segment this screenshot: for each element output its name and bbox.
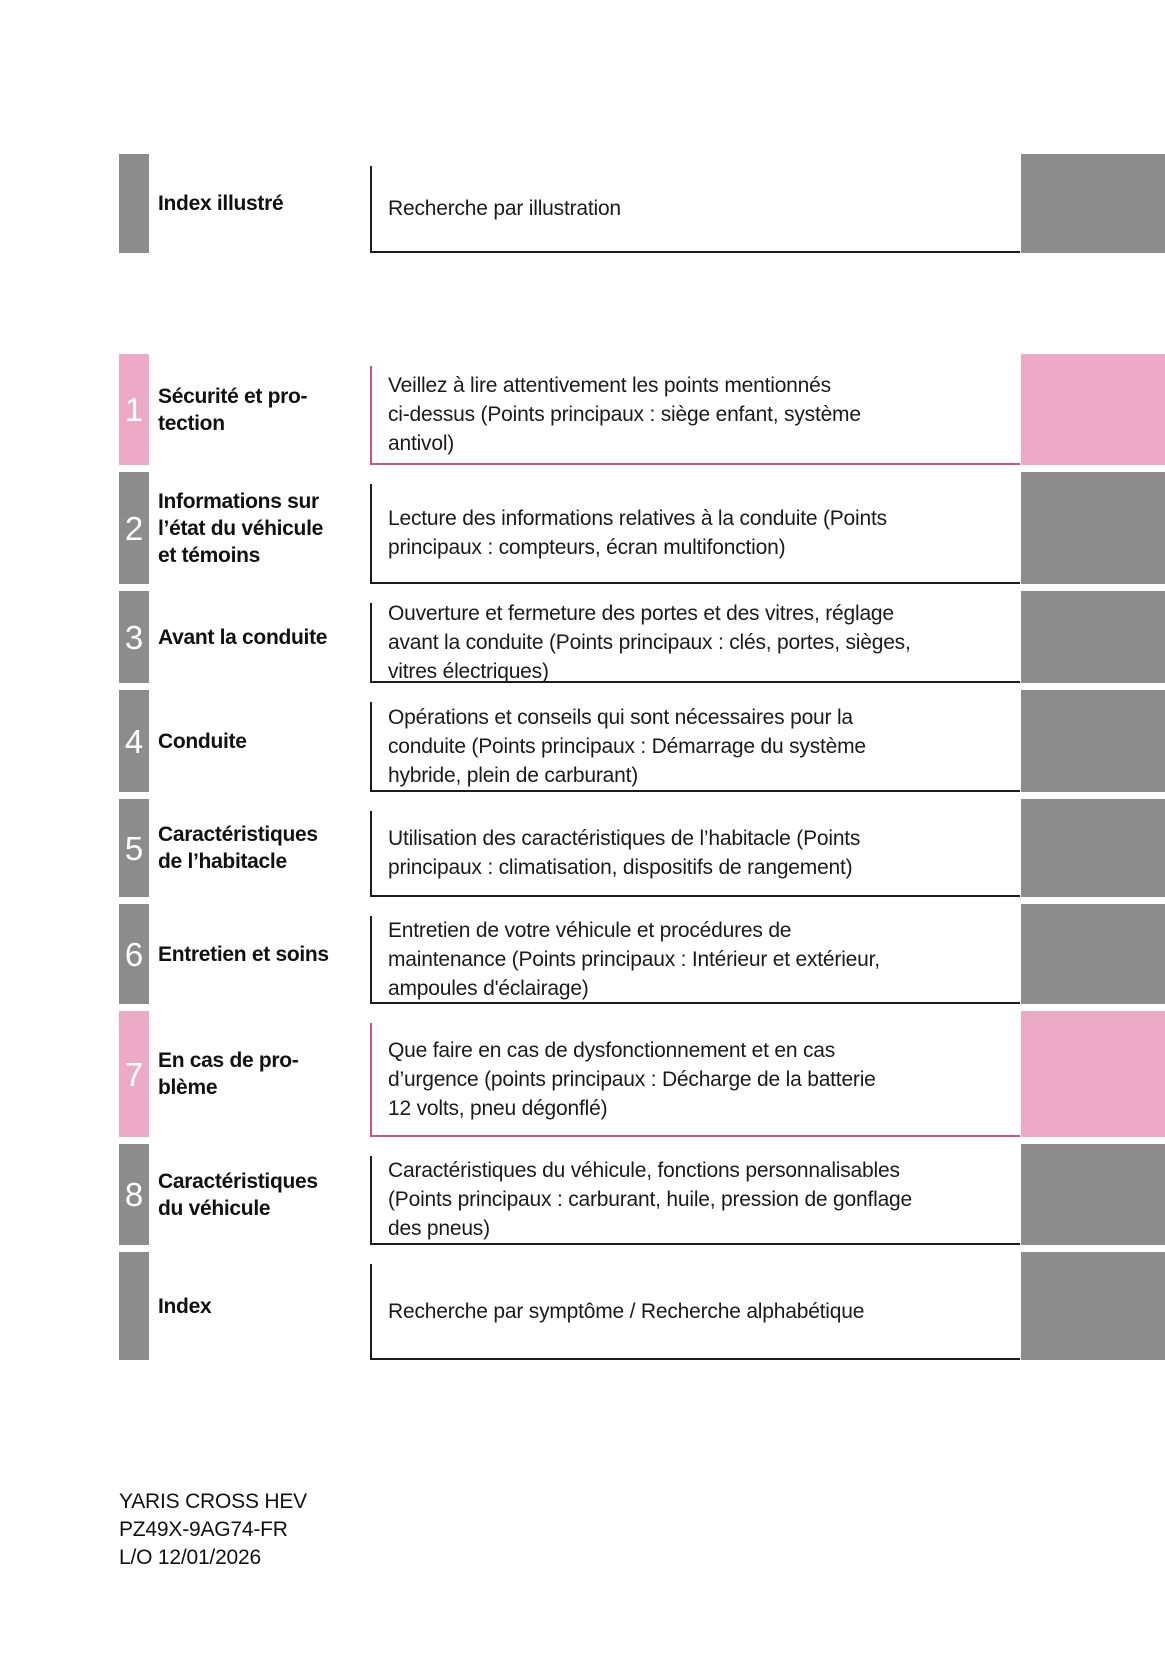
section-description-box: Que faire en cas de dysfonctionnement et…: [370, 1023, 1020, 1137]
section-number: 3: [124, 618, 144, 656]
section-label: Sécurité et pro- tection: [158, 384, 308, 435]
toc-row: Index Recherche par symptôme / Recherche …: [0, 1252, 1165, 1360]
toc-row: 6 Entretien et soins Entretien de votre vé…: [0, 904, 1165, 1004]
section-description: Recherche par symptôme / Recherche alpha…: [388, 1299, 865, 1323]
section-number: 7: [124, 1055, 144, 1093]
footer: YARIS CROSS HEV PZ49X-9AG74-FR L/O 12/01…: [119, 1488, 307, 1572]
section-description-box: Utilisation des caractéristiques de l’ha…: [370, 811, 1020, 897]
section-description-box: Caractéristiques du véhicule, fonctions …: [370, 1156, 1020, 1245]
section-number-tab: 6: [119, 904, 149, 1004]
section-label: Informations sur l’état du véhicule et t…: [158, 489, 323, 567]
section-number: 8: [124, 1176, 144, 1213]
section-description: Que faire en cas de dysfonctionnement et…: [388, 1038, 876, 1120]
side-thumb-tab: [1021, 154, 1165, 253]
side-thumb-tab: [1021, 690, 1165, 792]
section-number: 1: [124, 391, 144, 428]
section-description-box: Veillez à lire attentivement les points …: [370, 366, 1020, 465]
section-number-tab: 2: [119, 472, 149, 584]
section-description: Caractéristiques du véhicule, fonctions …: [388, 1159, 913, 1240]
section-description-box: Recherche par illustration: [370, 166, 1020, 253]
section-description: Utilisation des caractéristiques de l’ha…: [388, 827, 861, 879]
side-thumb-tab: [1021, 472, 1165, 584]
section-description-box: Lecture des informations relatives à la …: [370, 484, 1020, 584]
section-number-tab: 4: [119, 690, 149, 792]
section-number-tab: 3: [119, 591, 149, 683]
footer-part-number: PZ49X-9AG74-FR: [119, 1518, 288, 1541]
section-description-box: Recherche par symptôme / Recherche alpha…: [370, 1264, 1020, 1360]
section-description-box: Ouverture et fermeture des portes et des…: [370, 602, 1020, 683]
section-number: 4: [124, 722, 144, 760]
section-label: Caractéristiques du véhicule: [158, 1169, 318, 1220]
section-number-tab: 8: [119, 1144, 149, 1245]
toc-row: 1 Sécurité et pro- tection Veillez à lire …: [0, 354, 1165, 465]
section-number: 2: [124, 509, 144, 547]
section-description: Lecture des informations relatives à la …: [388, 507, 887, 559]
section-label: En cas de pro- blème: [158, 1049, 299, 1099]
side-thumb-tab: [1021, 904, 1165, 1004]
section-number: 5: [124, 829, 144, 867]
section-number-tab: [119, 1252, 149, 1360]
section-description: Veillez à lire attentivement les points …: [388, 374, 861, 455]
toc-row: 4 Conduite Opérations et conseils qui sont…: [0, 690, 1165, 792]
toc-row: Index illustré Recherche par illustration: [0, 154, 1165, 253]
section-description: Recherche par illustration: [388, 197, 621, 220]
section-label: Avant la conduite: [158, 625, 328, 649]
section-label: Index illustré: [158, 192, 284, 215]
section-label: Entretien et soins: [158, 942, 329, 966]
section-number-tab: [119, 154, 149, 253]
toc-row: 2 Informations sur l’état du véhicule et …: [0, 472, 1165, 584]
toc-section-list: Index illustré Recherche par illustration…: [0, 154, 1165, 1360]
section-description: Ouverture et fermeture des portes et des…: [388, 601, 911, 683]
toc-row: 5 Caractéristiques de l’habitacle Utilisat…: [0, 799, 1165, 897]
section-description-box: Entretien de votre véhicule et procédure…: [370, 916, 1020, 1004]
footer-date: L/O 12/01/2026: [119, 1546, 261, 1569]
section-description: Entretien de votre véhicule et procédure…: [388, 918, 880, 1000]
section-number-tab: 1: [119, 354, 149, 465]
section-number: 6: [124, 935, 144, 973]
side-thumb-tab: [1021, 1144, 1165, 1245]
section-label: Conduite: [158, 729, 247, 753]
section-number-tab: 5: [119, 799, 149, 897]
side-thumb-tab: [1021, 354, 1165, 465]
footer-model: YARIS CROSS HEV: [119, 1490, 307, 1513]
toc-row: 7 En cas de pro- blème Que faire en cas de…: [0, 1011, 1165, 1137]
side-thumb-tab: [1021, 1252, 1165, 1360]
toc-row: 3 Avant la conduite Ouverture et fermeture…: [0, 591, 1165, 683]
section-number-tab: 7: [119, 1011, 149, 1137]
toc-row: 8 Caractéristiques du véhicule Caractérist…: [0, 1144, 1165, 1245]
section-label: Caractéristiques de l’habitacle: [158, 823, 318, 873]
side-thumb-tab: [1021, 799, 1165, 897]
section-description-box: Opérations et conseils qui sont nécessai…: [370, 702, 1020, 792]
section-description: Opérations et conseils qui sont nécessai…: [388, 705, 866, 787]
section-label: Index: [158, 1294, 212, 1318]
side-thumb-tab: [1021, 591, 1165, 683]
side-thumb-tab: [1021, 1011, 1165, 1137]
